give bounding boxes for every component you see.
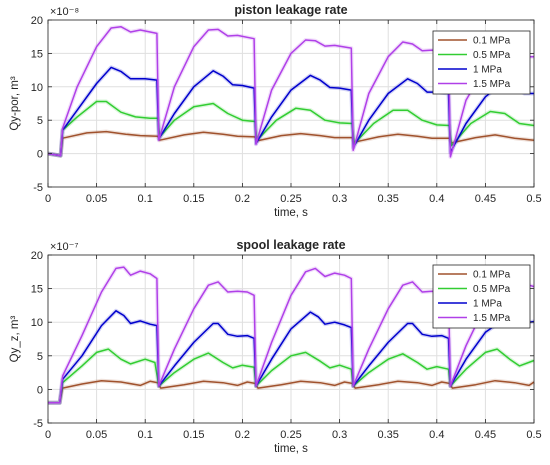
y-exponent-label: ×10⁻⁷ (50, 241, 78, 253)
chart-title: spool leakage rate (236, 238, 345, 252)
chart-2: 0 0.05 0.1 0.15 0.2 0.25 0.3 0.35 0.4 0.45 0.5-505… (9, 238, 542, 455)
x-tick-label: 0.35 (377, 193, 398, 205)
y-tick-label: 20 (31, 250, 43, 262)
y-exponent-label: ×10⁻⁸ (50, 6, 79, 18)
legend-label: 1.5 MPa (473, 313, 511, 324)
y-tick-label: 10 (31, 317, 43, 329)
x-tick-label: 0.05 (86, 429, 107, 441)
x-tick-label: 0.3 (332, 193, 347, 205)
series-line-4 (48, 266, 535, 404)
x-tick-label: 0.35 (377, 429, 398, 441)
legend-label: 1 MPa (473, 299, 502, 310)
y-tick-label: 5 (37, 115, 43, 127)
y-axis-label: Qy-por, m³ (9, 76, 21, 130)
y-tick-label: 0 (37, 384, 43, 396)
legend-label: 0.1 MPa (473, 36, 511, 47)
legend-label: 1.5 MPa (473, 79, 511, 90)
x-tick-label: 0.05 (86, 193, 107, 205)
legend: 0.1 MPa 0.5 MPa 1 MPa 1.5 MPa (432, 264, 531, 329)
y-tick-label: 0 (37, 149, 43, 161)
x-tick-label: 0.45 (475, 429, 496, 441)
x-axis-label: time, s (274, 207, 308, 219)
chart-1: 0 0.05 0.1 0.15 0.2 0.25 0.3 0.35 0.4 0.45 0.5-505… (9, 3, 542, 219)
x-tick-label: 0.25 (280, 193, 301, 205)
legend-label: 0.5 MPa (473, 50, 511, 61)
x-tick-label: 0.2 (235, 429, 250, 441)
x-tick-label: 0.4 (429, 193, 444, 205)
x-tick-label: 0.15 (183, 429, 204, 441)
chart-title: piston leakage rate (234, 3, 347, 17)
y-tick-label: 10 (31, 82, 43, 94)
legend: 0.1 MPa 0.5 MPa 1 MPa 1.5 MPa (432, 30, 531, 95)
legend-label: 0.1 MPa (473, 270, 511, 281)
x-tick-label: 0.1 (138, 193, 153, 205)
x-tick-label: 0.2 (235, 193, 250, 205)
x-tick-label: 0.45 (475, 193, 496, 205)
x-tick-label: 0 (45, 429, 51, 441)
legend-label: 1 MPa (473, 65, 502, 76)
y-tick-label: 15 (31, 48, 43, 60)
x-tick-label: 0.5 (526, 193, 541, 205)
x-tick-label: 0 (45, 193, 51, 205)
x-tick-label: 0.3 (332, 429, 347, 441)
y-tick-label: 20 (31, 15, 43, 27)
x-tick-label: 0.1 (138, 429, 153, 441)
series-line-2 (48, 348, 535, 404)
y-tick-label: -5 (33, 418, 43, 430)
x-tick-label: 0.15 (183, 193, 204, 205)
y-axis-label: Qy_z, m³ (9, 316, 21, 363)
x-tick-label: 0.4 (429, 429, 444, 441)
x-axis-label: time, s (274, 443, 308, 455)
legend-label: 0.5 MPa (473, 284, 511, 295)
x-tick-label: 0.25 (280, 429, 301, 441)
x-tick-label: 0.5 (526, 429, 541, 441)
y-tick-label: -5 (33, 182, 43, 194)
y-tick-label: 5 (37, 351, 43, 363)
y-tick-label: 15 (31, 284, 43, 296)
